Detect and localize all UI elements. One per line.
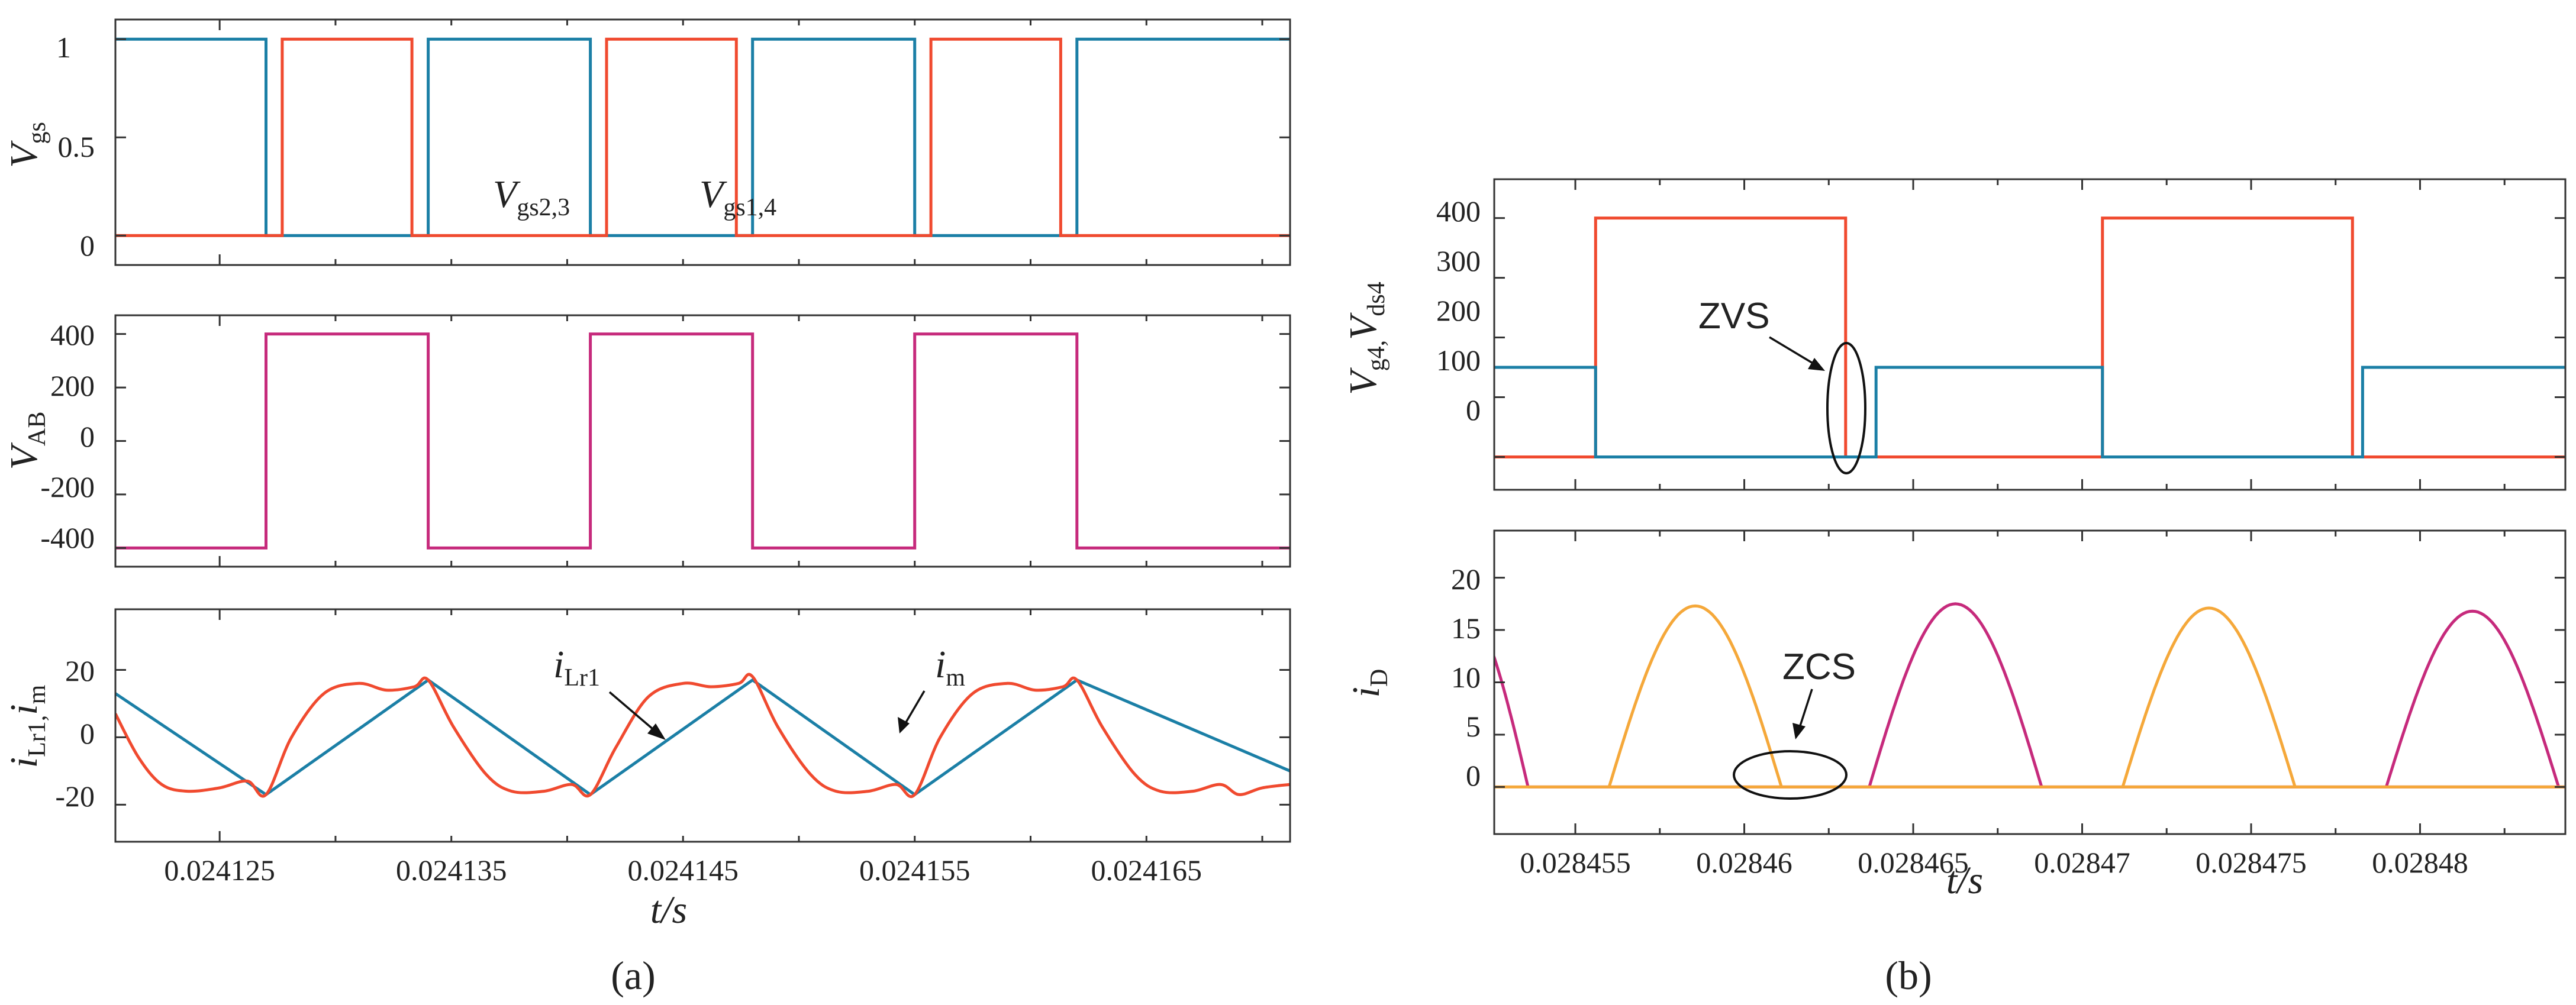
ytick-label: 0: [1466, 393, 1481, 426]
series-VAB: [115, 332, 1290, 550]
panel-a2: 400 200 0 -200 -400 VAB: [2, 314, 1291, 568]
annotation-zcs: ZCS: [1782, 647, 1856, 687]
series-Vds4: [1494, 216, 2565, 458]
arrowhead-ilr1: [647, 723, 666, 740]
panel-a3: 20 0 -20 iLr1,im 0.024125 0.024135 0.02414…: [2, 608, 1291, 932]
series-iD_b-pulse-0: [1607, 604, 1783, 788]
series-Vgs2,3: [115, 37, 1290, 237]
ytick-label: 100: [1436, 344, 1481, 377]
xtick-label: 0.02846: [1696, 846, 1792, 879]
arrow-ilr1: [608, 691, 659, 735]
xtick-label: 0.028475: [2195, 846, 2307, 879]
panel-b1: 400 300 200 100 0 Vg4,Vds4 ZVS: [1342, 178, 2567, 491]
zcs-ellipse: [1733, 750, 1848, 800]
plot-frame-a3: [114, 608, 1291, 843]
series-im: [115, 678, 1290, 797]
ytick-label: -400: [40, 521, 95, 554]
series-iD_b-pulse-1: [2121, 606, 2297, 788]
series-iD_a-pulse-0: [1494, 652, 1530, 787]
xtick-label: 0.024135: [396, 854, 507, 887]
series-Vgs1,4: [115, 37, 1290, 237]
series-iLr1: [115, 673, 1290, 798]
plot-frame-a1: [114, 18, 1291, 266]
arrowhead-zcs: [1792, 723, 1806, 739]
series-Vg4: [1494, 366, 2565, 458]
panel-b2: 20 15 10 5 0 iD 0.028455 0.02846 0.028465 0…: [1345, 529, 2567, 902]
ytick-label: 400: [50, 318, 95, 351]
ytick-label: 300: [1436, 244, 1481, 277]
plot-frame-a2: [114, 314, 1291, 568]
ytick-label: 15: [1451, 612, 1481, 645]
ylabel-a3: iLr1,im: [2, 684, 51, 768]
arrowhead-im: [898, 717, 910, 733]
ylabel-b1: Vg4,Vds4: [1342, 282, 1390, 395]
panel-a1: 1 0.5 0 Vgs Vgs2,3 Vgs1,4: [2, 18, 1291, 266]
arrow-zvs: [1769, 336, 1817, 367]
ylabel-a2: VAB: [2, 412, 51, 470]
xtick-label: 0.028465: [1858, 846, 1969, 879]
xlabel-b2: t/s: [1946, 859, 1983, 902]
ytick-label: 0.5: [58, 130, 95, 163]
xtick-label: 0.028455: [1520, 846, 1631, 879]
arrow-zcs: [1798, 689, 1813, 730]
annotation-ilr1: iLr1: [553, 643, 600, 691]
ytick-label: 0: [80, 420, 95, 453]
series-iD_a-pulse-1: [1868, 602, 2043, 788]
ytick-label: 20: [65, 654, 95, 687]
annotation-vgs23: Vgs2,3: [493, 173, 570, 221]
ytick-label: -20: [55, 780, 95, 813]
xtick-label: 0.02847: [2034, 846, 2130, 879]
ylabel-b2: iD: [1345, 669, 1393, 698]
plot-frame-b2: [1493, 529, 2567, 835]
xtick-label: 0.024125: [164, 854, 275, 887]
arrowhead-zvs: [1808, 358, 1825, 371]
ytick-label: 20: [1451, 563, 1481, 596]
annotation-vgs14: Vgs1,4: [699, 173, 776, 221]
zvs-ellipse: [1826, 342, 1866, 474]
ytick-label: 1: [56, 31, 71, 64]
xlabel-a3: t/s: [650, 888, 687, 932]
arrow-im: [903, 690, 926, 726]
xtick-label: 0.024155: [859, 854, 971, 887]
ytick-label: 400: [1436, 195, 1481, 228]
ytick-label: 0: [80, 717, 95, 750]
ylabel-a1: Vgs: [2, 122, 51, 168]
ytick-label: 200: [1436, 294, 1481, 327]
caption-a: (a): [611, 953, 655, 998]
xtick-label: 0.024165: [1091, 854, 1202, 887]
plot-frame-b1: [1493, 178, 2567, 491]
ytick-label: 0: [1466, 759, 1481, 792]
ytick-label: 5: [1466, 710, 1481, 743]
caption-b: (b): [1885, 953, 1932, 998]
xtick-label: 0.02848: [2372, 846, 2468, 879]
ytick-label: 0: [80, 229, 95, 262]
ytick-label: 10: [1451, 661, 1481, 694]
xtick-label: 0.024145: [627, 854, 739, 887]
series-iD_a-pulse-2: [2385, 609, 2560, 788]
annotation-im: im: [935, 643, 965, 691]
ytick-label: 200: [50, 369, 95, 402]
ytick-label: -200: [40, 470, 95, 503]
annotation-zvs: ZVS: [1698, 296, 1770, 337]
